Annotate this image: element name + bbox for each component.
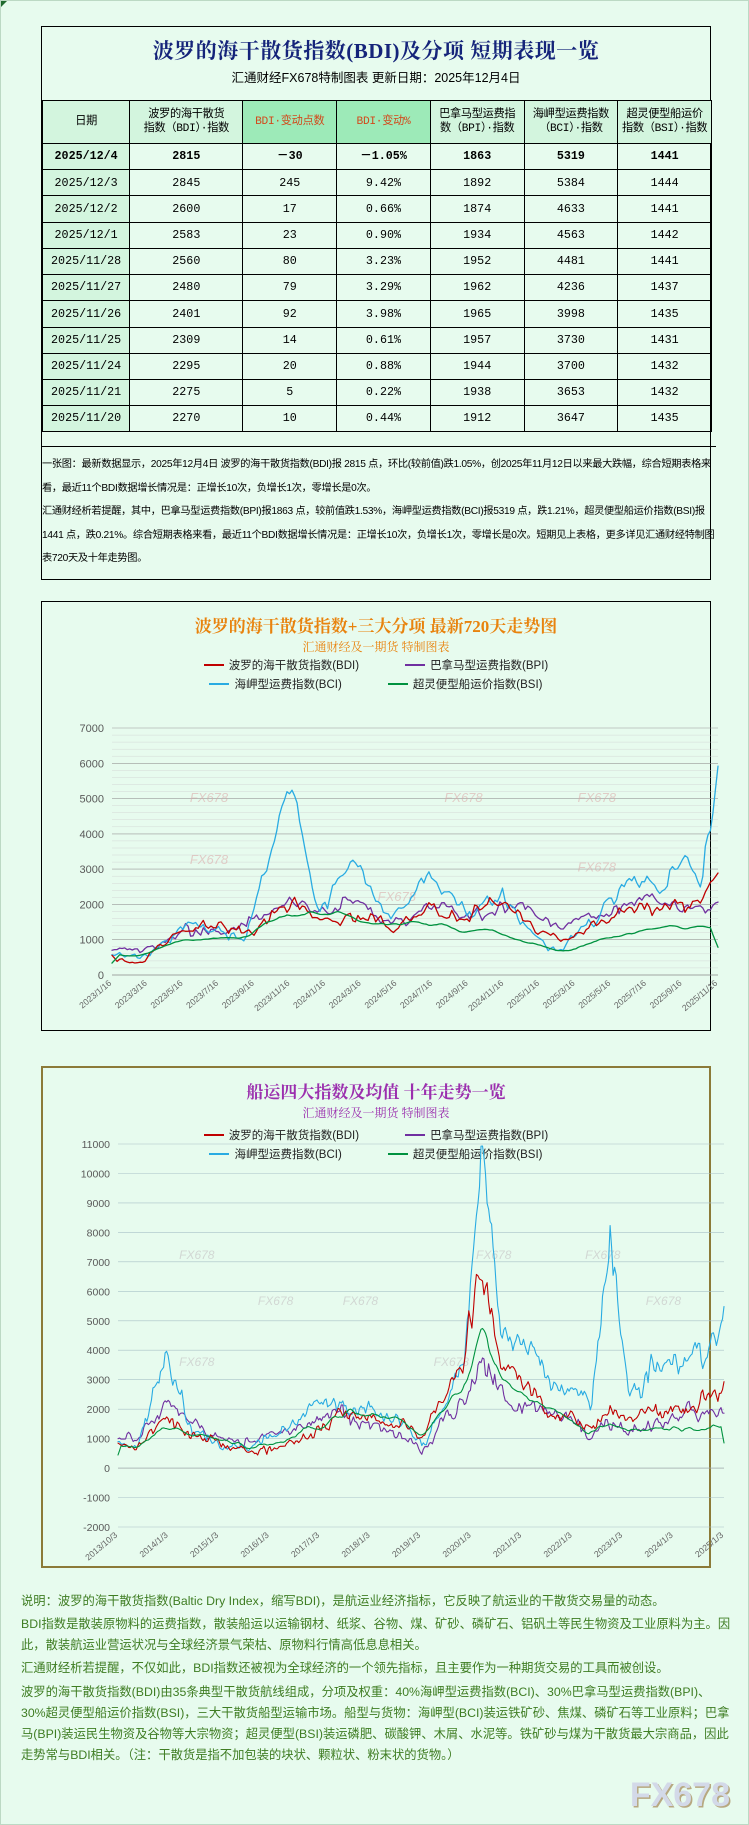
svg-text:2023/5/16: 2023/5/16	[149, 978, 185, 1011]
svg-text:2015/1/3: 2015/1/3	[188, 1530, 220, 1560]
svg-text:-2000: -2000	[83, 1522, 110, 1534]
svg-text:2025/11/16: 2025/11/16	[680, 978, 719, 1013]
svg-text:7000: 7000	[87, 1257, 111, 1269]
svg-text:3000: 3000	[80, 864, 104, 876]
svg-text:FX678: FX678	[179, 1355, 215, 1369]
svg-text:2000: 2000	[80, 899, 104, 911]
svg-text:2025/3/16: 2025/3/16	[541, 978, 577, 1011]
svg-text:10000: 10000	[81, 1169, 110, 1181]
svg-text:11000: 11000	[82, 1139, 111, 1151]
svg-text:FX678: FX678	[179, 1248, 215, 1262]
svg-text:2000: 2000	[87, 1404, 111, 1416]
svg-text:2019/1/3: 2019/1/3	[390, 1530, 422, 1560]
svg-text:7000: 7000	[80, 723, 104, 735]
svg-text:FX678: FX678	[190, 790, 229, 805]
svg-text:4000: 4000	[80, 829, 104, 841]
svg-text:6000: 6000	[87, 1286, 111, 1298]
svg-text:FX678: FX678	[578, 859, 617, 874]
svg-text:2024/3/16: 2024/3/16	[327, 978, 363, 1011]
svg-text:2023/3/16: 2023/3/16	[113, 978, 149, 1011]
svg-text:2025/9/16: 2025/9/16	[648, 978, 684, 1011]
svg-text:2024/5/16: 2024/5/16	[362, 978, 398, 1011]
svg-text:FX678: FX678	[578, 790, 617, 805]
svg-text:2023/11/16: 2023/11/16	[252, 978, 291, 1013]
svg-text:2024/11/16: 2024/11/16	[466, 978, 505, 1013]
svg-text:2024/1/16: 2024/1/16	[291, 978, 327, 1011]
svg-text:2017/1/3: 2017/1/3	[289, 1530, 321, 1560]
svg-text:5000: 5000	[80, 794, 104, 806]
svg-text:2025/1/16: 2025/1/16	[505, 978, 541, 1011]
svg-text:FX678: FX678	[343, 1294, 379, 1308]
svg-text:2016/1/3: 2016/1/3	[238, 1530, 270, 1560]
svg-text:2024/7/16: 2024/7/16	[398, 978, 434, 1011]
svg-text:8000: 8000	[87, 1227, 111, 1239]
svg-text:FX678: FX678	[585, 1248, 621, 1262]
svg-text:6000: 6000	[80, 758, 104, 770]
svg-text:2025/5/16: 2025/5/16	[576, 978, 612, 1011]
svg-text:9000: 9000	[87, 1198, 111, 1210]
svg-text:2025/7/16: 2025/7/16	[612, 978, 648, 1011]
svg-text:4000: 4000	[87, 1345, 111, 1357]
svg-text:2024/9/16: 2024/9/16	[434, 978, 470, 1011]
svg-text:FX678: FX678	[646, 1294, 682, 1308]
svg-text:2023/1/16: 2023/1/16	[77, 978, 113, 1011]
svg-text:FX678: FX678	[444, 790, 483, 805]
svg-text:3000: 3000	[87, 1375, 111, 1387]
svg-text:-1000: -1000	[83, 1493, 110, 1505]
svg-text:2021/1/3: 2021/1/3	[491, 1530, 523, 1560]
svg-text:1000: 1000	[80, 935, 104, 947]
svg-text:2018/1/3: 2018/1/3	[339, 1530, 371, 1560]
svg-text:FX678: FX678	[190, 852, 229, 867]
svg-text:FX678: FX678	[258, 1294, 294, 1308]
svg-text:2020/1/3: 2020/1/3	[440, 1530, 472, 1560]
svg-text:FX678: FX678	[378, 889, 417, 904]
svg-text:2023/7/16: 2023/7/16	[184, 978, 220, 1011]
svg-text:0: 0	[104, 1463, 110, 1475]
svg-text:1000: 1000	[87, 1434, 111, 1446]
svg-text:5000: 5000	[87, 1316, 111, 1328]
svg-text:2022/1/3: 2022/1/3	[541, 1530, 573, 1560]
svg-text:2025/1/3: 2025/1/3	[693, 1530, 725, 1560]
svg-text:2024/1/3: 2024/1/3	[642, 1530, 674, 1560]
svg-text:2014/1/3: 2014/1/3	[137, 1530, 169, 1560]
svg-text:2023/1/3: 2023/1/3	[592, 1530, 624, 1560]
svg-text:2023/9/16: 2023/9/16	[220, 978, 256, 1011]
svg-text:2013/10/3: 2013/10/3	[83, 1530, 119, 1563]
